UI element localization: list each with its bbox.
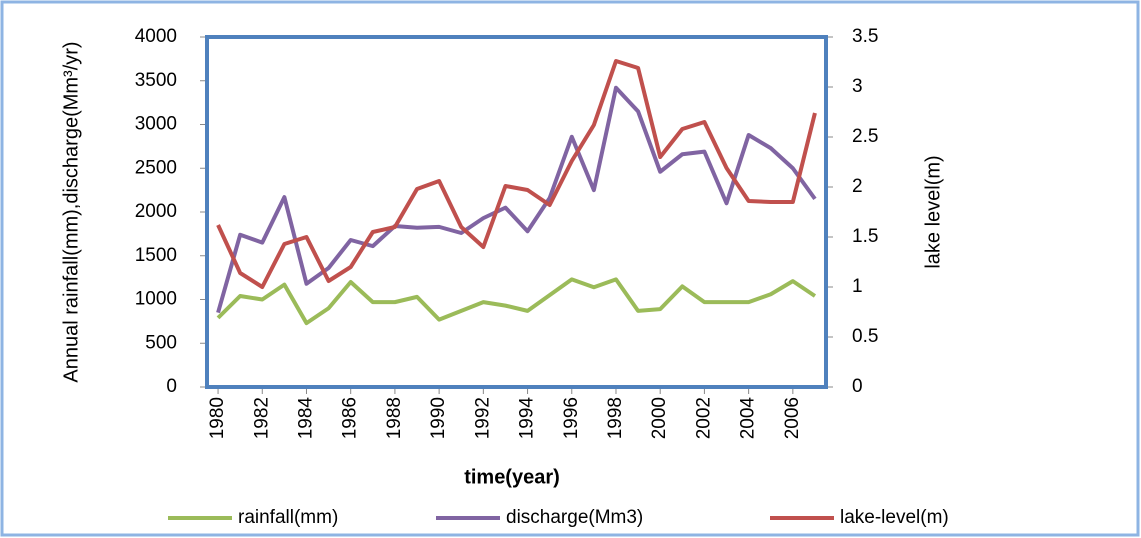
x-tick-label: 1984 xyxy=(295,397,316,440)
legend-label: discharge(Mm3) xyxy=(506,507,643,528)
y2-tick-label: 3.5 xyxy=(852,26,878,47)
x-tick-label: 1992 xyxy=(472,397,493,439)
legend-label: lake-level(m) xyxy=(840,507,949,528)
y2-tick-label: 2 xyxy=(852,176,863,197)
y-tick-label: 500 xyxy=(145,332,177,353)
y-tick-label: 1000 xyxy=(135,289,177,310)
x-axis-title: time(year) xyxy=(464,466,560,488)
x-tick-label: 1998 xyxy=(605,397,626,439)
y-tick-label: 1500 xyxy=(135,245,177,266)
x-tick-label: 1994 xyxy=(517,397,538,440)
y2-tick-label: 0.5 xyxy=(852,326,878,347)
y2-tick-label: 2.5 xyxy=(852,126,878,147)
y2-tick-label: 0 xyxy=(852,376,863,397)
x-tick-label: 1986 xyxy=(340,397,361,439)
y-tick-label: 2500 xyxy=(135,157,177,178)
y2-tick-label: 3 xyxy=(852,76,863,97)
x-tick-label: 2002 xyxy=(693,397,714,439)
series-line xyxy=(216,59,817,289)
y2-axis-title: lake level(m) xyxy=(922,155,944,268)
y-tick-label: 2000 xyxy=(135,201,177,222)
y2-tick-label: 1.5 xyxy=(852,226,878,247)
y-tick-label: 4000 xyxy=(135,26,177,47)
y-tick-label: 0 xyxy=(166,376,177,397)
y-tick-label: 3500 xyxy=(135,70,177,91)
y-tick-label: 3000 xyxy=(135,114,177,135)
x-tick-label: 2004 xyxy=(738,397,759,440)
plot-border xyxy=(205,35,828,389)
x-tick-label: 2006 xyxy=(782,397,803,439)
x-tick-label: 2000 xyxy=(649,397,670,439)
x-tick-label: 1982 xyxy=(251,397,272,439)
x-tick-label: 1988 xyxy=(384,397,405,439)
x-tick-label: 1980 xyxy=(207,397,228,439)
x-tick-label: 1990 xyxy=(428,397,449,439)
y2-tick-label: 1 xyxy=(852,276,863,297)
y-axis-title: Annual rainfall(mm),discharge(Mm³/yr) xyxy=(60,41,82,382)
series-line xyxy=(216,277,817,326)
series-line xyxy=(216,85,817,314)
legend-label: rainfall(mm) xyxy=(238,507,338,528)
x-tick-label: 1996 xyxy=(561,397,582,439)
